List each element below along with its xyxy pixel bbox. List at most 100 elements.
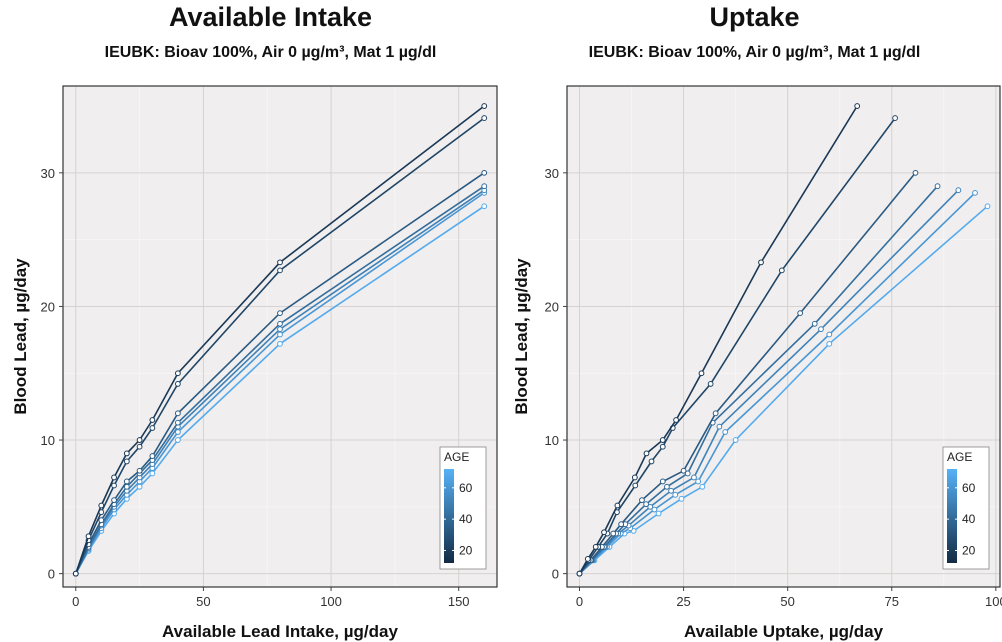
legend-tick-label: 20 xyxy=(459,543,473,557)
data-point xyxy=(811,320,818,327)
data-point xyxy=(912,169,919,176)
series-line xyxy=(75,205,485,574)
chart-title: Available Intake xyxy=(168,2,373,32)
data-point xyxy=(174,429,181,435)
y-tick-label: 20 xyxy=(545,299,559,314)
legend-title: AGE xyxy=(444,450,469,464)
data-point xyxy=(277,310,283,317)
data-point xyxy=(826,331,833,338)
data-point xyxy=(174,410,181,417)
data-point xyxy=(639,497,645,504)
data-point xyxy=(601,529,607,536)
data-point xyxy=(123,483,130,490)
series-line xyxy=(75,117,485,574)
intake-chart-panel: Available Intake IEUBK: Bioav 100%, Air … xyxy=(11,2,498,641)
legend: AGE 60 40 20 xyxy=(942,446,990,570)
data-point xyxy=(149,417,156,423)
data-point xyxy=(123,450,130,457)
data-point xyxy=(111,497,117,504)
data-point xyxy=(892,115,898,121)
data-point xyxy=(174,381,181,387)
data-point xyxy=(722,429,729,435)
data-point xyxy=(680,467,687,474)
data-point xyxy=(672,491,679,498)
data-point xyxy=(854,103,861,109)
legend-tick-label: 60 xyxy=(459,481,473,495)
data-point xyxy=(481,115,488,121)
legend-title: AGE xyxy=(947,450,972,464)
y-tick-label: 30 xyxy=(41,166,55,181)
legend-tick-label: 60 xyxy=(962,481,976,495)
series-line xyxy=(75,185,485,574)
data-point xyxy=(699,483,706,490)
plot-frame xyxy=(566,85,1001,588)
legend-colorbar xyxy=(444,469,454,563)
series-line xyxy=(75,105,485,574)
y-axis-title: Blood Lead, µg/day xyxy=(512,258,531,415)
data-point xyxy=(934,183,941,190)
data-point xyxy=(826,340,833,347)
data-point xyxy=(481,183,488,190)
legend-tick-label: 20 xyxy=(962,543,976,557)
legend-colorbar xyxy=(947,469,957,563)
x-tick-label: 100 xyxy=(985,594,1002,609)
data-point xyxy=(72,570,79,577)
data-point xyxy=(277,320,283,327)
chart-subtitle: IEUBK: Bioav 100%, Air 0 µg/m³, Mat 1 µg… xyxy=(104,44,437,61)
data-point xyxy=(818,326,824,333)
data-point xyxy=(481,103,488,109)
data-point xyxy=(732,437,739,443)
data-point xyxy=(698,370,705,377)
y-tick-label: 10 xyxy=(41,433,55,448)
uptake-chart-panel: Uptake IEUBK: Bioav 100%, Air 0 µg/m³, M… xyxy=(501,0,1002,642)
plot-frame xyxy=(62,85,498,588)
data-point xyxy=(111,482,117,489)
data-point xyxy=(655,510,662,517)
data-point xyxy=(136,437,143,443)
data-point xyxy=(716,423,723,430)
data-point xyxy=(123,478,130,485)
data-point xyxy=(643,450,650,457)
data-point xyxy=(149,470,156,477)
data-point xyxy=(631,474,638,481)
series-line xyxy=(75,172,485,574)
data-point xyxy=(584,556,591,562)
data-point xyxy=(85,533,92,540)
uptake-chart-svg: 0 25 50 75 100 0 10 20 30 Available Uptake, µg/da… xyxy=(512,85,1002,641)
legend-tick-label: 40 xyxy=(962,512,976,526)
y-tick-label: 0 xyxy=(552,567,559,582)
data-point xyxy=(277,267,283,274)
data-point xyxy=(174,370,181,377)
data-point xyxy=(149,425,156,431)
chart-subtitle: IEUBK: Bioav 100%, Air 0 µg/m³, Mat 1 µg… xyxy=(588,44,921,61)
data-point xyxy=(651,506,658,513)
data-point xyxy=(695,478,702,485)
data-point xyxy=(136,443,143,450)
data-point xyxy=(98,502,105,509)
data-point xyxy=(678,495,685,502)
data-point xyxy=(659,443,666,450)
data-point xyxy=(481,203,488,210)
y-tick-label: 30 xyxy=(545,166,559,181)
y-tick-label: 20 xyxy=(41,299,55,314)
data-point xyxy=(758,259,764,266)
data-point xyxy=(664,483,670,490)
x-tick-label: 100 xyxy=(320,594,342,609)
series-line xyxy=(75,192,485,574)
data-point xyxy=(797,310,804,317)
data-point xyxy=(984,203,991,210)
data-point xyxy=(712,410,719,417)
x-tick-label: 0 xyxy=(576,594,583,609)
data-point xyxy=(778,267,785,274)
data-point xyxy=(592,544,599,550)
data-point xyxy=(955,187,962,194)
data-point xyxy=(643,501,650,508)
data-point xyxy=(481,169,488,176)
data-point xyxy=(648,458,655,465)
x-tick-label: 150 xyxy=(448,594,470,609)
data-point xyxy=(614,502,621,509)
data-point xyxy=(684,470,691,477)
data-point xyxy=(632,482,639,489)
x-tick-label: 0 xyxy=(72,594,79,609)
data-point xyxy=(174,419,181,426)
